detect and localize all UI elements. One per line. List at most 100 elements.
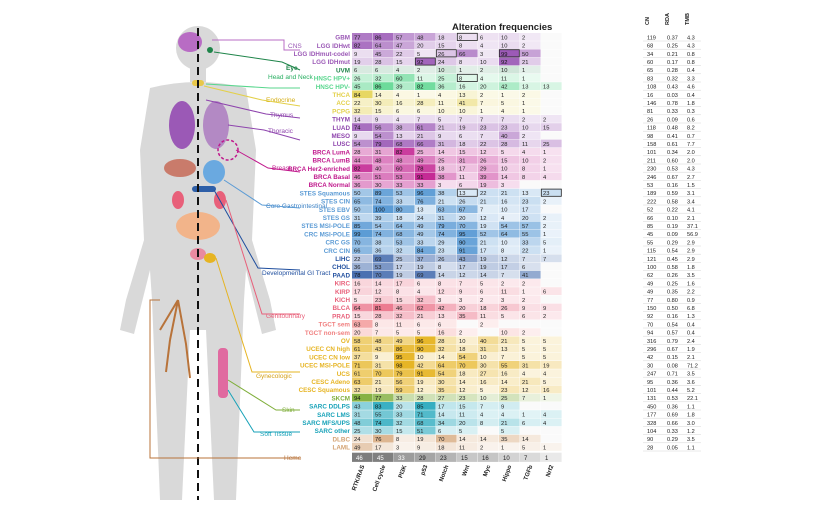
- row-label: SARC DDLPS: [309, 404, 350, 411]
- heatmap-cell: [478, 197, 499, 205]
- heatmap-cell: [520, 131, 541, 140]
- heatmap-cell: [373, 393, 394, 402]
- table-row: MESO 9 54 13 21 9 6 7 40 2 98 0.41 0.7: [331, 131, 701, 140]
- heatmap-cell: [541, 82, 562, 90]
- cell-value: 16: [501, 199, 507, 205]
- cell-value: 70: [375, 372, 381, 378]
- summary-value: 46: [356, 456, 363, 462]
- cell-value: 99: [354, 232, 360, 238]
- heatmap-cell: [352, 156, 373, 164]
- heatmap-cell: [520, 106, 541, 115]
- heatmap-cell: [520, 443, 541, 451]
- cell-value: 57: [522, 224, 528, 230]
- heatmap-cell: [541, 418, 562, 427]
- cell-value: 34: [438, 421, 445, 427]
- cell-value: 7: [480, 117, 483, 123]
- heatmap-cell: [478, 344, 499, 353]
- cell-value: 48: [396, 158, 402, 164]
- metric-value: 70: [647, 322, 653, 328]
- heatmap-cell: [373, 197, 394, 205]
- cell-value: 70: [459, 363, 465, 369]
- heatmap-cell: [457, 393, 478, 402]
- heatmap-cell: [394, 205, 415, 213]
- heatmap-cell: [541, 33, 562, 41]
- cell-value: 2: [522, 134, 525, 140]
- row-label: HNSC HPV+: [314, 76, 351, 83]
- metric-value: 66: [647, 216, 653, 222]
- metric-value: 3.5: [687, 437, 695, 443]
- summary-value: 45: [377, 456, 384, 462]
- cell-value: 5: [417, 331, 420, 337]
- table-row: SARC other 25 30 15 51 6 5 5 104 0.33 1.2: [315, 426, 701, 435]
- cell-value: 26: [459, 199, 465, 205]
- summary-value: 15: [461, 456, 468, 462]
- cell-value: 2: [417, 68, 420, 74]
- cell-value: 8: [459, 35, 462, 41]
- heatmap-cell: [415, 115, 436, 123]
- heatmap-cell: [478, 57, 499, 66]
- heatmap-cell: [436, 434, 457, 443]
- cell-value: 89: [375, 191, 381, 197]
- cell-value: 42: [501, 85, 507, 91]
- heatmap-cell: [478, 402, 499, 410]
- cell-value: 66: [459, 52, 465, 58]
- cell-value: 18: [396, 216, 402, 222]
- cell-value: 49: [417, 224, 423, 230]
- cell-value: 64: [438, 363, 445, 369]
- metric-value: 4.3: [687, 35, 695, 41]
- cell-value: 15: [459, 150, 465, 156]
- cell-value: 54: [375, 134, 382, 140]
- heatmap-cell: [541, 106, 562, 115]
- row-label: STES EBV: [319, 207, 351, 214]
- heatmap-cell: [394, 287, 415, 295]
- metric-value: 0.16: [667, 314, 678, 320]
- metric-value: 0.09: [667, 232, 678, 238]
- metric-value: 104: [647, 429, 656, 435]
- summary-cell: [499, 452, 520, 462]
- cell-value: 14: [438, 150, 445, 156]
- heatmap-cell: [520, 320, 541, 328]
- cell-value: 64: [396, 224, 403, 230]
- label-endocrine: Endocrine: [266, 97, 296, 104]
- cell-value: 12: [480, 216, 486, 222]
- heatmap-cell: [520, 352, 541, 361]
- heatmap-cell: [394, 147, 415, 156]
- table-row: STES Squamous 50 89 53 96 38 13 22 21 13 23 189 0.59…: [300, 188, 701, 197]
- cell-value: 21: [501, 339, 507, 345]
- heatmap-cell: [373, 426, 394, 435]
- heatmap-cell: [394, 320, 415, 328]
- cell-value: 8: [396, 290, 399, 296]
- cell-value: 7: [501, 117, 504, 123]
- heatmap-cell: [373, 434, 394, 443]
- cell-value: 2: [480, 445, 483, 451]
- table-row: BRCA LumB 44 48 48 49 25 31 26 15 10 2 211 0.60 2.0: [312, 156, 701, 165]
- cell-value: 18: [459, 372, 465, 378]
- cell-value: 17: [354, 290, 360, 296]
- cell-value: 2: [480, 322, 483, 328]
- cell-value: 46: [396, 306, 402, 312]
- heatmap-cell: [541, 131, 562, 140]
- row-label: OV: [341, 338, 351, 345]
- table-row: CESC Squamous 32 19 59 12 35 12 5 23 12 16 101 0.44 5…: [299, 385, 701, 394]
- heatmap-cell: [457, 254, 478, 263]
- cell-value: 1: [522, 68, 525, 74]
- liver-organ: [164, 159, 196, 177]
- cell-value: 2: [501, 281, 504, 287]
- cell-value: 7: [375, 331, 378, 337]
- metric-value: 0.54: [667, 322, 678, 328]
- cell-value: 4: [543, 175, 547, 181]
- cell-value: 15: [459, 404, 465, 410]
- heatmap-cell: [394, 262, 415, 271]
- heatmap-cell: [499, 352, 520, 361]
- cell-value: 13: [438, 314, 444, 320]
- metric-value: 2.4: [687, 339, 695, 345]
- metric-value: 37.1: [687, 224, 698, 230]
- metric-value: 0.59: [667, 191, 678, 197]
- cell-value: 5: [522, 339, 525, 345]
- heatmap-cell: [394, 115, 415, 123]
- heatmap-cell: [499, 426, 520, 435]
- cell-value: 14: [501, 380, 508, 386]
- heatmap-cell: [415, 270, 436, 279]
- cell-value: 4: [417, 290, 421, 296]
- heatmap-cell: [457, 246, 478, 254]
